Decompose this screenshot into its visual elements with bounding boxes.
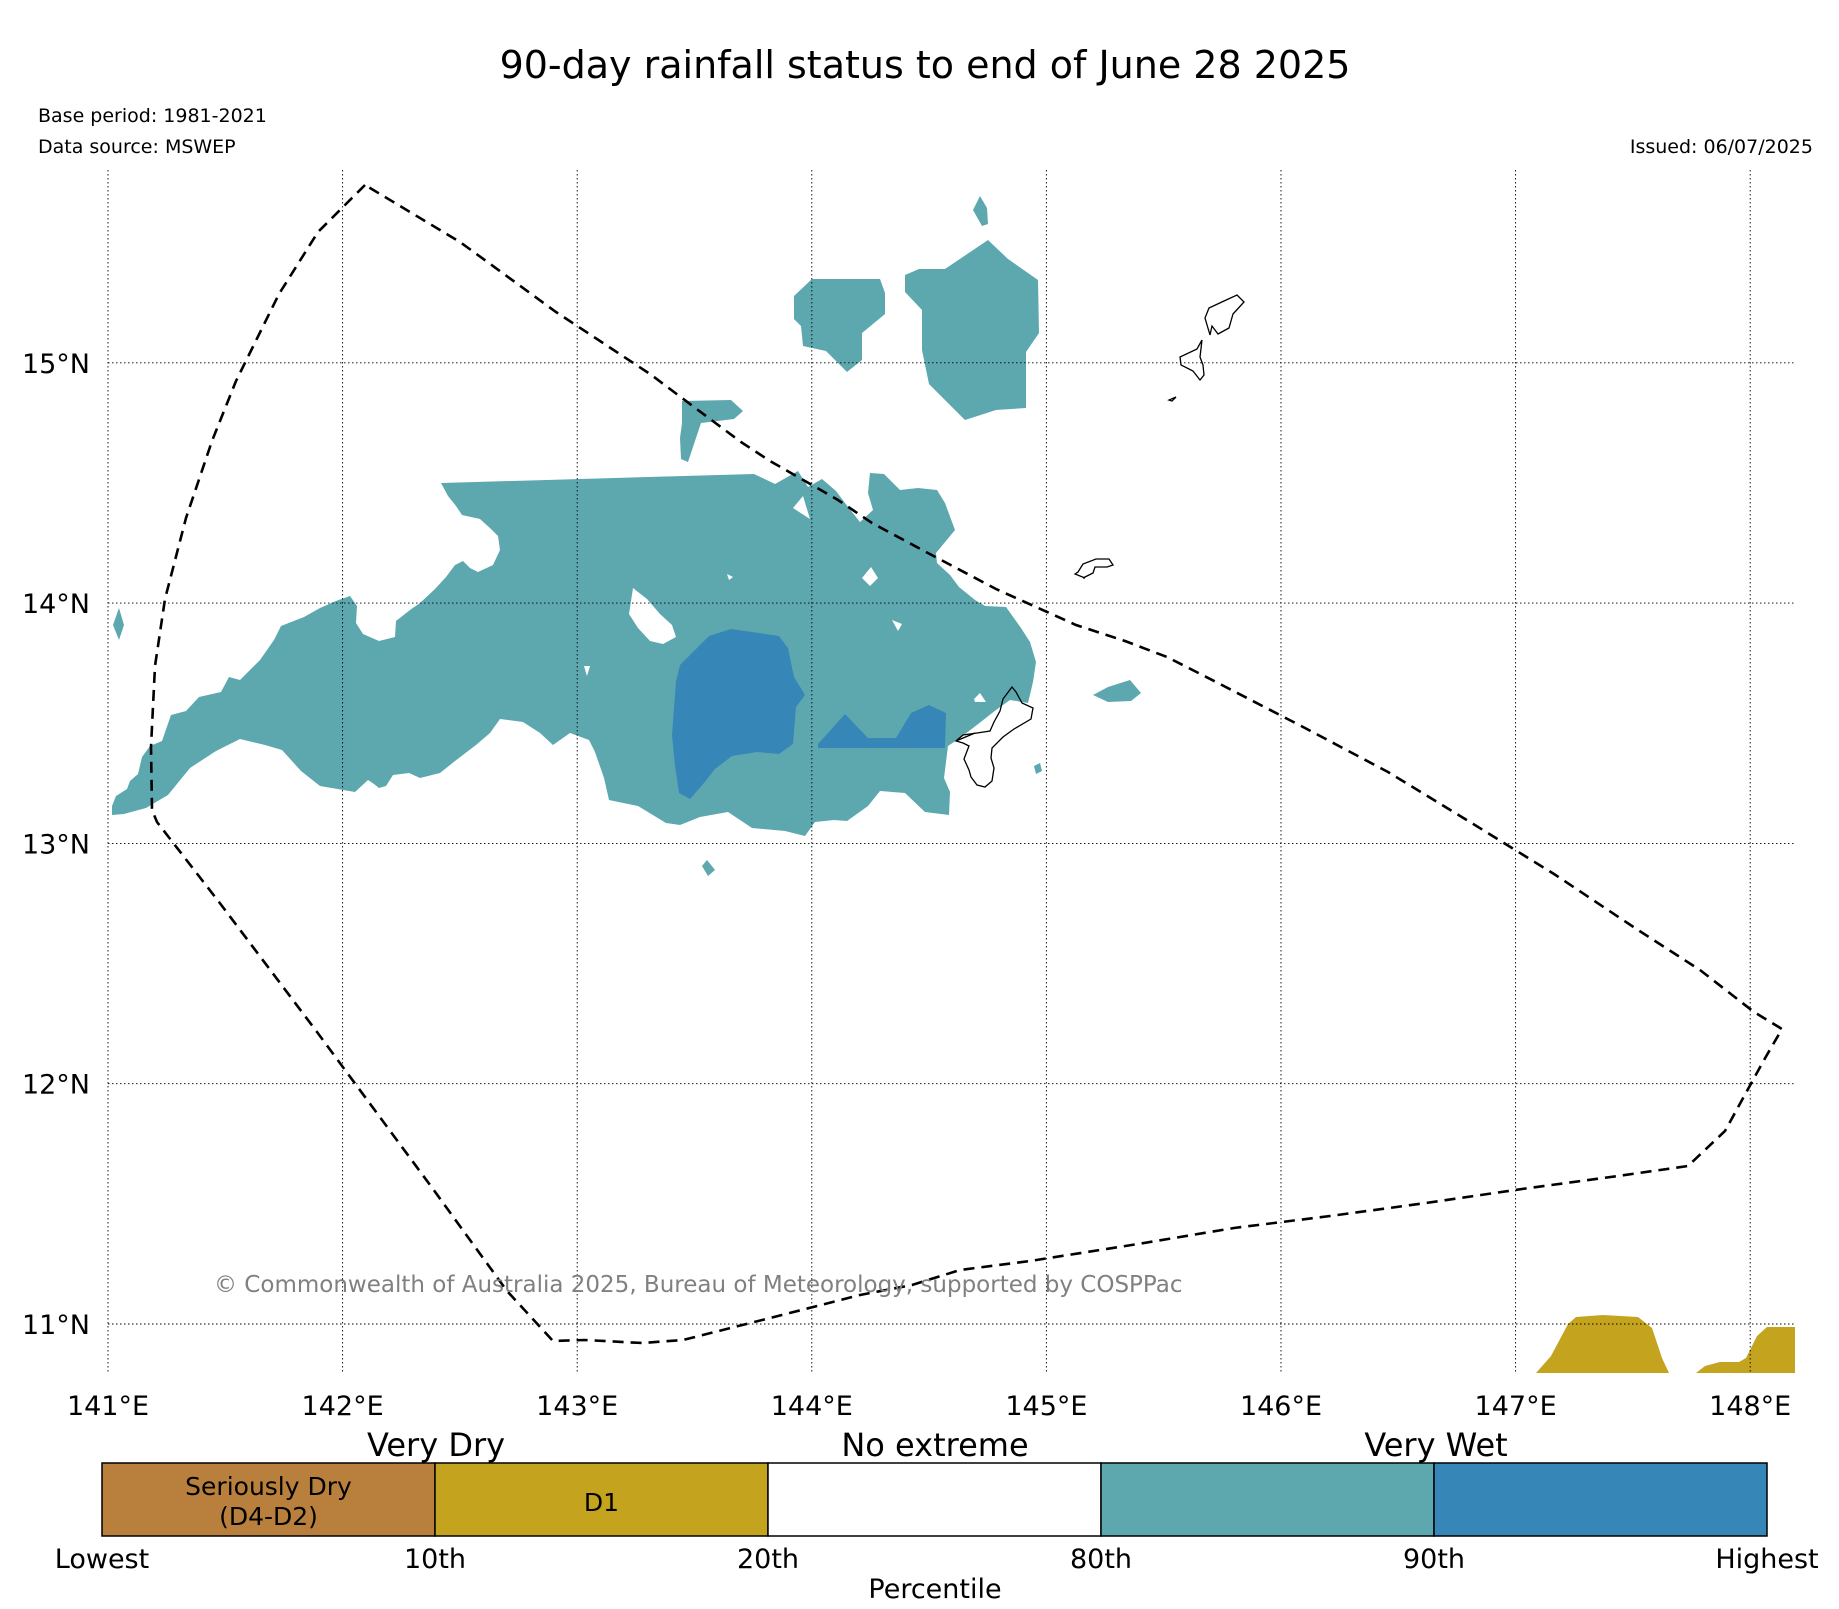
legend-tick-label: Highest [1715, 1544, 1818, 1575]
legend-tick-label: 10th [404, 1544, 466, 1575]
copyright-notice: © Commonwealth of Australia 2025, Bureau… [214, 1272, 1183, 1298]
legend-box [1433, 1462, 1768, 1537]
legend-box-sublabel: (D4-D2) [219, 1502, 318, 1531]
legend-category-very-wet: Very Wet [1364, 1426, 1507, 1464]
longitude-tick-label: 145°E [1005, 1391, 1087, 1422]
d1-dry-regions [1536, 1315, 1795, 1373]
eez-boundary-line [149, 183, 1784, 1345]
longitude-tick-label: 148°E [1709, 1391, 1791, 1422]
latitude-tick-label: 15°N [22, 349, 90, 380]
legend-tick-label: Lowest [55, 1544, 149, 1575]
legend-box-label: Seriously Dry [185, 1472, 352, 1501]
map-title: 90-day rainfall status to end of June 28… [500, 43, 1351, 87]
island-outlines [954, 294, 1245, 788]
legend-box-label: D1 [584, 1488, 619, 1517]
legend-box [1100, 1462, 1435, 1537]
legend-colour-boxes: Seriously Dry(D4-D2) D1 [101, 1462, 1768, 1537]
longitude-tick-labels: 141°E 142°E 143°E 144°E 145°E 146°E 147°E 148°E [67, 1391, 1791, 1422]
legend-tick-label: 20th [737, 1544, 799, 1575]
map-gridlines [107, 170, 1795, 1373]
issued-date-label: Issued: 06/07/2025 [1630, 136, 1813, 158]
legend-box [767, 1462, 1102, 1537]
legend-axis-label: Percentile [868, 1574, 1001, 1605]
longitude-tick-label: 144°E [771, 1391, 853, 1422]
latitude-tick-label: 14°N [22, 589, 90, 620]
longitude-tick-label: 147°E [1475, 1391, 1557, 1422]
longitude-tick-label: 142°E [302, 1391, 384, 1422]
legend-tick-label: 90th [1403, 1544, 1465, 1575]
longitude-tick-label: 141°E [67, 1391, 149, 1422]
latitude-tick-label: 13°N [22, 829, 90, 860]
legend-category-very-dry: Very Dry [367, 1426, 505, 1464]
legend-box [434, 1462, 769, 1537]
legend-category-no-extreme: No extreme [841, 1426, 1028, 1464]
percentile-legend: Very Dry No extreme Very Wet Seriously D… [55, 1426, 1819, 1605]
latitude-tick-labels: 11°N 12°N 13°N 14°N 15°N [22, 349, 90, 1341]
legend-tick-label: 80th [1070, 1544, 1132, 1575]
latitude-tick-label: 11°N [22, 1310, 90, 1341]
latitude-tick-label: 12°N [22, 1070, 90, 1101]
longitude-tick-label: 143°E [536, 1391, 618, 1422]
highest-rainfall-regions [672, 629, 946, 799]
map-plot-area: © Commonwealth of Australia 2025, Bureau… [107, 170, 1795, 1373]
very-wet-regions [112, 196, 1141, 876]
base-period-label: Base period: 1981-2021 [38, 105, 267, 127]
wet-region-holes [584, 496, 986, 702]
legend-percentile-ticks: Lowest 10th 20th 80th 90th Highest [55, 1544, 1819, 1575]
data-source-label: Data source: MSWEP [38, 136, 236, 158]
longitude-tick-label: 146°E [1240, 1391, 1322, 1422]
